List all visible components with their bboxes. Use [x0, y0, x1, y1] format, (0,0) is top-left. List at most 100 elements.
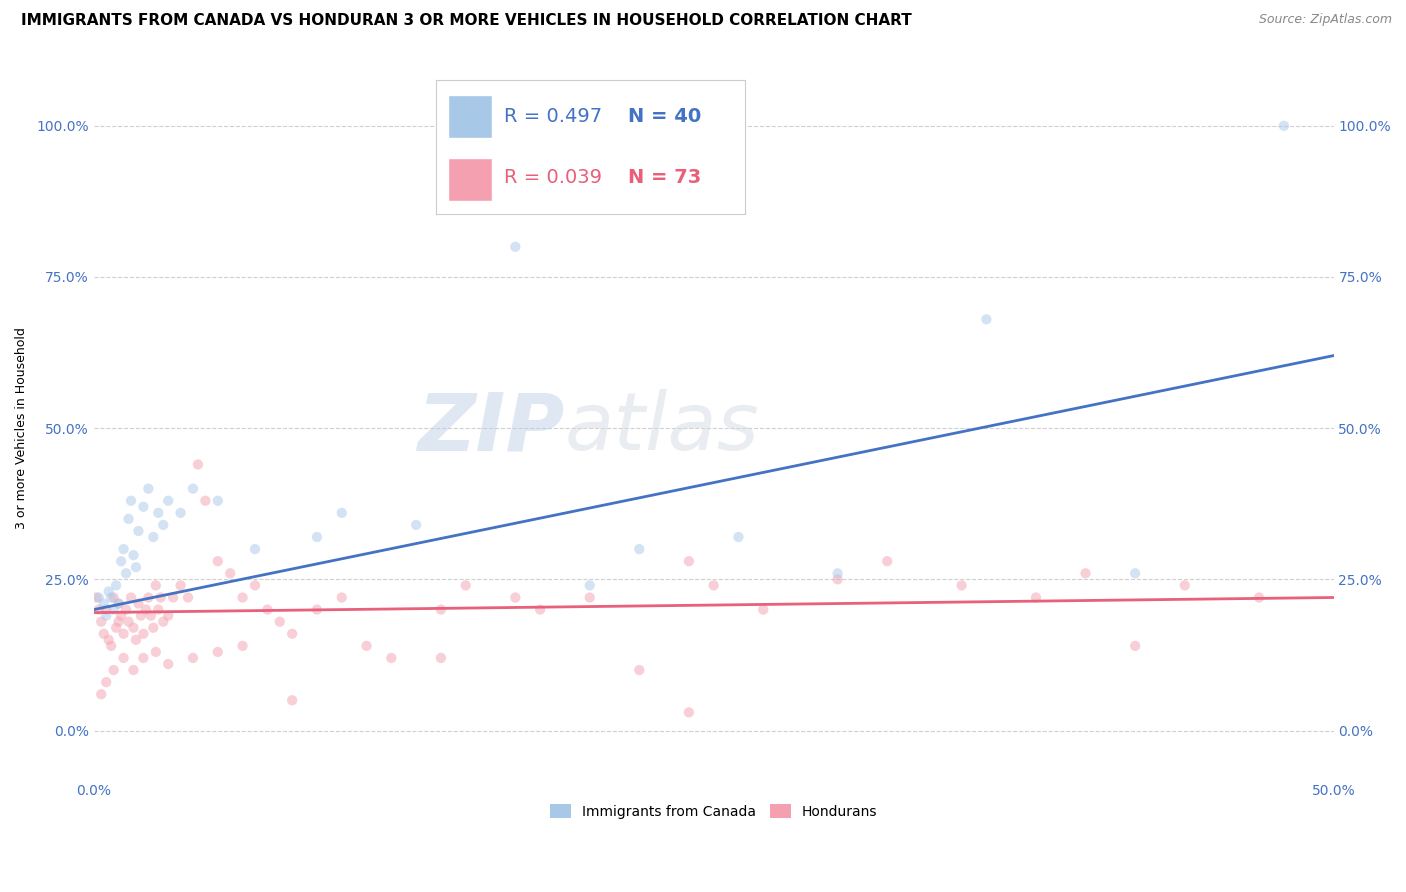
- Point: [243, 542, 266, 557]
- Point: [96, 675, 118, 690]
- Point: [305, 602, 328, 616]
- Point: [105, 578, 128, 592]
- Text: IMMIGRANTS FROM CANADA VS HONDURAN 3 OR MORE VEHICLES IN HOUSEHOLD CORRELATION C: IMMIGRANTS FROM CANADA VS HONDURAN 3 OR …: [21, 13, 912, 29]
- Point: [207, 493, 229, 508]
- Point: [169, 578, 191, 592]
- Point: [145, 645, 167, 659]
- Point: [142, 621, 165, 635]
- Point: [703, 578, 725, 592]
- Text: N = 40: N = 40: [627, 107, 700, 126]
- Point: [117, 512, 139, 526]
- Point: [157, 608, 180, 623]
- Point: [281, 627, 304, 641]
- Point: [148, 602, 170, 616]
- Point: [194, 493, 217, 508]
- Point: [105, 621, 128, 635]
- Point: [149, 591, 172, 605]
- Text: atlas: atlas: [565, 389, 759, 467]
- Point: [207, 645, 229, 659]
- Point: [1249, 591, 1271, 605]
- Point: [207, 554, 229, 568]
- Point: [103, 663, 125, 677]
- Point: [330, 591, 353, 605]
- Point: [112, 542, 135, 557]
- Point: [93, 627, 115, 641]
- Point: [430, 602, 453, 616]
- Point: [628, 663, 651, 677]
- Point: [232, 639, 254, 653]
- Point: [1025, 591, 1047, 605]
- Point: [132, 627, 155, 641]
- Point: [115, 602, 138, 616]
- Point: [97, 584, 120, 599]
- Point: [115, 566, 138, 581]
- Point: [157, 657, 180, 671]
- Point: [305, 530, 328, 544]
- Point: [678, 554, 700, 568]
- Point: [120, 493, 142, 508]
- Point: [505, 240, 527, 254]
- Point: [100, 639, 122, 653]
- Point: [90, 687, 112, 701]
- Point: [122, 548, 145, 562]
- Point: [139, 608, 162, 623]
- Point: [110, 554, 132, 568]
- Point: [181, 651, 204, 665]
- Point: [138, 482, 160, 496]
- Point: [578, 578, 600, 592]
- Text: ZIP: ZIP: [418, 389, 565, 467]
- Point: [169, 506, 191, 520]
- Point: [243, 578, 266, 592]
- Point: [827, 573, 849, 587]
- Point: [976, 312, 998, 326]
- Point: [148, 506, 170, 520]
- Point: [125, 632, 148, 647]
- FancyBboxPatch shape: [449, 95, 492, 137]
- Point: [87, 591, 110, 605]
- Point: [1123, 639, 1146, 653]
- Point: [281, 693, 304, 707]
- Point: [232, 591, 254, 605]
- Point: [578, 591, 600, 605]
- Point: [145, 578, 167, 592]
- Point: [127, 597, 149, 611]
- Point: [122, 663, 145, 677]
- Text: R = 0.039: R = 0.039: [503, 169, 602, 187]
- Point: [142, 530, 165, 544]
- Point: [1074, 566, 1097, 581]
- Text: N = 73: N = 73: [627, 169, 700, 187]
- Point: [122, 621, 145, 635]
- Point: [727, 530, 749, 544]
- Point: [529, 602, 551, 616]
- Point: [628, 542, 651, 557]
- Text: Source: ZipAtlas.com: Source: ZipAtlas.com: [1258, 13, 1392, 27]
- Point: [876, 554, 898, 568]
- Point: [112, 627, 135, 641]
- Point: [127, 524, 149, 538]
- Point: [454, 578, 477, 592]
- Point: [87, 602, 110, 616]
- Point: [96, 602, 118, 616]
- Point: [93, 597, 115, 611]
- Point: [84, 591, 107, 605]
- Point: [356, 639, 378, 653]
- Point: [152, 517, 174, 532]
- Point: [157, 493, 180, 508]
- Point: [827, 566, 849, 581]
- Point: [103, 591, 125, 605]
- Point: [219, 566, 242, 581]
- Point: [103, 602, 125, 616]
- Point: [187, 458, 209, 472]
- Point: [129, 608, 152, 623]
- Point: [138, 591, 160, 605]
- Point: [107, 597, 129, 611]
- Point: [112, 651, 135, 665]
- Point: [110, 608, 132, 623]
- Point: [120, 591, 142, 605]
- Point: [1123, 566, 1146, 581]
- Point: [505, 591, 527, 605]
- Point: [135, 602, 157, 616]
- Point: [132, 651, 155, 665]
- Text: R = 0.497: R = 0.497: [503, 107, 602, 126]
- Point: [162, 591, 184, 605]
